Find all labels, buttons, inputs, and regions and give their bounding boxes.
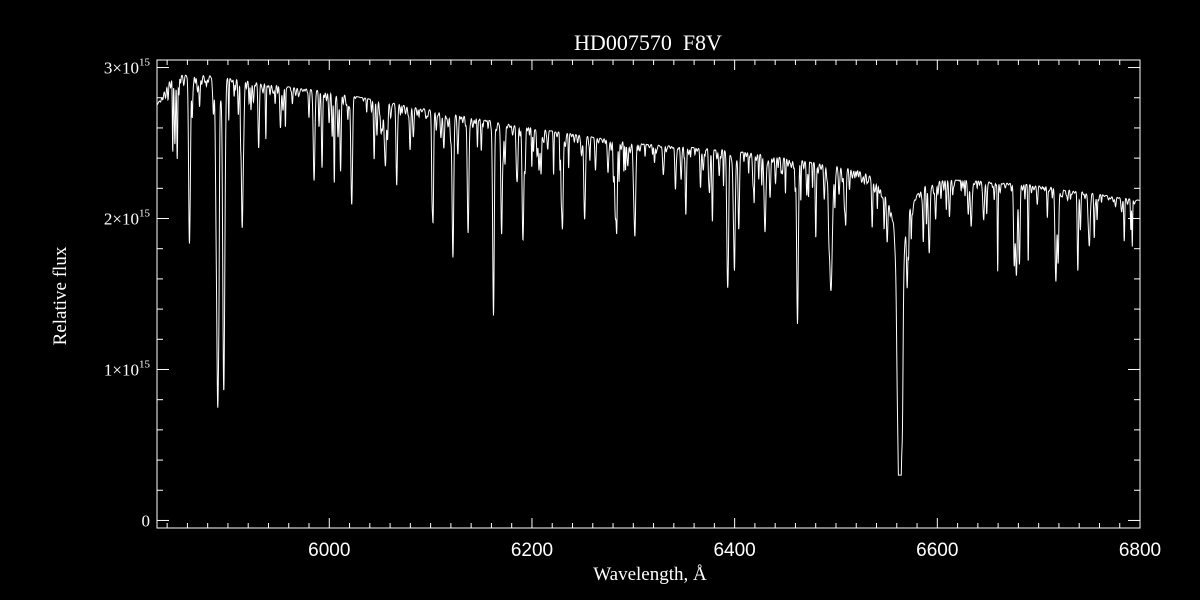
x-tick-label: 6000 <box>308 540 350 561</box>
spectrum-line <box>156 74 1141 476</box>
y-tick-label: 2×1015 <box>104 208 151 229</box>
y-tick-label: 0 <box>142 511 151 530</box>
axes-frame <box>156 59 1141 529</box>
y-axis-label: Relative flux <box>50 246 71 345</box>
y-ticks: 0 1×1015 2×1015 3×1015 <box>104 57 1140 530</box>
x-tick-label: 6600 <box>916 540 958 561</box>
y-tick-label: 1×1015 <box>104 358 151 379</box>
x-tick-label: 6800 <box>1119 540 1161 561</box>
plot-frame <box>156 59 1141 529</box>
x-tick-label: 6400 <box>713 540 755 561</box>
x-axis-label: Wavelength, Å <box>593 564 707 585</box>
x-tick-label: 6200 <box>511 540 553 561</box>
x-ticks: 6000 6200 6400 6600 6800 <box>166 60 1161 561</box>
y-tick-label: 3×1015 <box>104 57 151 78</box>
chart-title: HD007570 F8V <box>574 30 722 55</box>
